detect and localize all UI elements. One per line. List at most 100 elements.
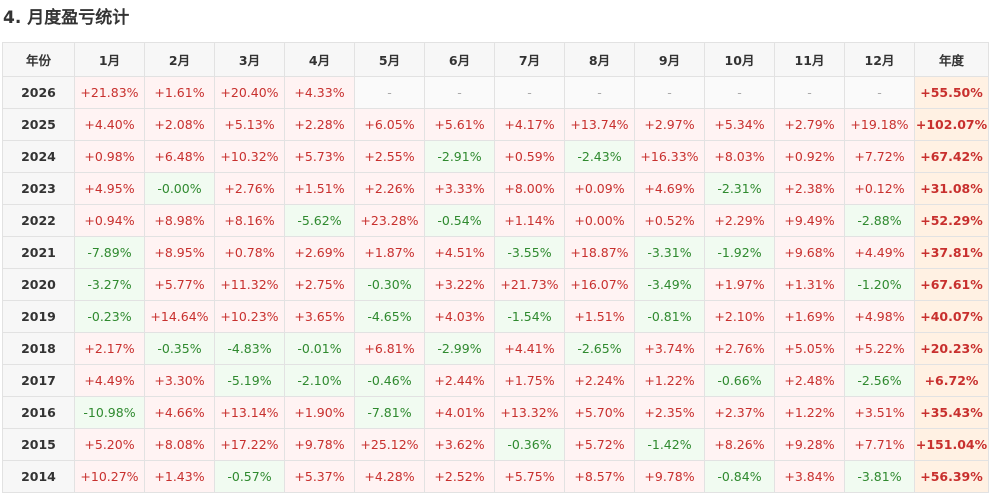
month-return-cell: +2.69% (284, 236, 355, 269)
month-return-cell: +1.87% (354, 236, 425, 269)
month-return-cell: - (774, 76, 845, 109)
month-return-cell: +9.68% (774, 236, 845, 269)
month-return-cell: +1.69% (774, 300, 845, 333)
month-return-cell: -3.49% (634, 268, 705, 301)
year-cell: 2025 (2, 108, 75, 141)
column-header-year: 年份 (2, 42, 75, 77)
month-return-cell: +4.98% (844, 300, 915, 333)
month-return-cell: -5.19% (214, 364, 285, 397)
year-cell: 2024 (2, 140, 75, 173)
month-return-cell: -0.36% (494, 428, 565, 461)
month-return-cell: +13.32% (494, 396, 565, 429)
month-return-cell: +5.37% (284, 460, 355, 493)
month-return-cell: +0.59% (494, 140, 565, 173)
month-return-cell: +2.55% (354, 140, 425, 173)
month-return-cell: +2.76% (214, 172, 285, 205)
month-return-cell: -3.81% (844, 460, 915, 493)
month-return-cell: +2.29% (704, 204, 775, 237)
annual-return-cell: +102.07% (914, 108, 989, 141)
month-return-cell: +7.71% (844, 428, 915, 461)
month-return-cell: +3.30% (144, 364, 215, 397)
month-return-cell: -0.30% (354, 268, 425, 301)
month-return-cell: -0.66% (704, 364, 775, 397)
month-return-cell: +10.32% (214, 140, 285, 173)
month-return-cell: +2.37% (704, 396, 775, 429)
month-return-cell: - (634, 76, 705, 109)
month-return-cell: +8.08% (144, 428, 215, 461)
month-return-cell: -2.56% (844, 364, 915, 397)
month-return-cell: +1.14% (494, 204, 565, 237)
month-return-cell: +2.08% (144, 108, 215, 141)
month-return-cell: +9.49% (774, 204, 845, 237)
month-return-cell: +2.48% (774, 364, 845, 397)
month-return-cell: +6.81% (354, 332, 425, 365)
monthly-pnl-table: 年份 1月 2月 3月 4月 5月 6月 7月 8月 9月 10月 11月 12月 年度 2026 +21.… (2, 42, 989, 493)
month-return-cell: +5.22% (844, 332, 915, 365)
month-return-cell: -0.84% (704, 460, 775, 493)
column-header-month: 2月 (144, 42, 215, 77)
month-return-cell: +13.14% (214, 396, 285, 429)
month-return-cell: +4.49% (74, 364, 145, 397)
month-return-cell: -0.46% (354, 364, 425, 397)
month-return-cell: -0.57% (214, 460, 285, 493)
annual-return-cell: +52.29% (914, 204, 989, 237)
month-return-cell: +5.77% (144, 268, 215, 301)
month-return-cell: +4.33% (284, 76, 355, 109)
month-return-cell: +16.07% (564, 268, 635, 301)
table-row: 2022 +0.94% +8.98% +8.16% -5.62% +23.28% -0.54… (2, 204, 989, 237)
year-cell: 2023 (2, 172, 75, 205)
month-return-cell: +0.94% (74, 204, 145, 237)
month-return-cell: -3.31% (634, 236, 705, 269)
month-return-cell: +1.51% (564, 300, 635, 333)
month-return-cell: -0.35% (144, 332, 215, 365)
year-cell: 2016 (2, 396, 75, 429)
month-return-cell: +5.73% (284, 140, 355, 173)
annual-return-cell: +40.07% (914, 300, 989, 333)
month-return-cell: +10.27% (74, 460, 145, 493)
column-header-month: 6月 (424, 42, 495, 77)
table-row: 2026 +21.83% +1.61% +20.40% +4.33% - - - - - - - - +5… (2, 76, 989, 109)
table-row: 2020 -3.27% +5.77% +11.32% +2.75% -0.30% +3.22… (2, 268, 989, 301)
month-return-cell: - (494, 76, 565, 109)
month-return-cell: +3.62% (424, 428, 495, 461)
month-return-cell: +23.28% (354, 204, 425, 237)
month-return-cell: +10.23% (214, 300, 285, 333)
month-return-cell: - (704, 76, 775, 109)
month-return-cell: -0.23% (74, 300, 145, 333)
month-return-cell: +3.84% (774, 460, 845, 493)
month-return-cell: -2.99% (424, 332, 495, 365)
month-return-cell: -2.31% (704, 172, 775, 205)
month-return-cell: +2.44% (424, 364, 495, 397)
month-return-cell: +1.61% (144, 76, 215, 109)
month-return-cell: +4.28% (354, 460, 425, 493)
month-return-cell: +5.34% (704, 108, 775, 141)
month-return-cell: -0.01% (284, 332, 355, 365)
table-row: 2024 +0.98% +6.48% +10.32% +5.73% +2.55% -2.91… (2, 140, 989, 173)
month-return-cell: -5.62% (284, 204, 355, 237)
month-return-cell: +8.98% (144, 204, 215, 237)
year-cell: 2021 (2, 236, 75, 269)
month-return-cell: -0.00% (144, 172, 215, 205)
month-return-cell: +8.00% (494, 172, 565, 205)
month-return-cell: +4.40% (74, 108, 145, 141)
column-header-month: 10月 (704, 42, 775, 77)
month-return-cell: -2.65% (564, 332, 635, 365)
month-return-cell: +5.75% (494, 460, 565, 493)
month-return-cell: +11.32% (214, 268, 285, 301)
month-return-cell: -2.91% (424, 140, 495, 173)
month-return-cell: +2.75% (284, 268, 355, 301)
year-cell: 2018 (2, 332, 75, 365)
month-return-cell: -4.65% (354, 300, 425, 333)
annual-return-cell: +67.61% (914, 268, 989, 301)
month-return-cell: -0.81% (634, 300, 705, 333)
year-cell: 2026 (2, 76, 75, 109)
month-return-cell: +3.51% (844, 396, 915, 429)
table-row: 2015 +5.20% +8.08% +17.22% +9.78% +25.12% +3.6… (2, 428, 989, 461)
year-cell: 2015 (2, 428, 75, 461)
month-return-cell: - (424, 76, 495, 109)
month-return-cell: -0.54% (424, 204, 495, 237)
column-header-month: 3月 (214, 42, 285, 77)
month-return-cell: +2.28% (284, 108, 355, 141)
month-return-cell: +5.70% (564, 396, 635, 429)
month-return-cell: +8.03% (704, 140, 775, 173)
